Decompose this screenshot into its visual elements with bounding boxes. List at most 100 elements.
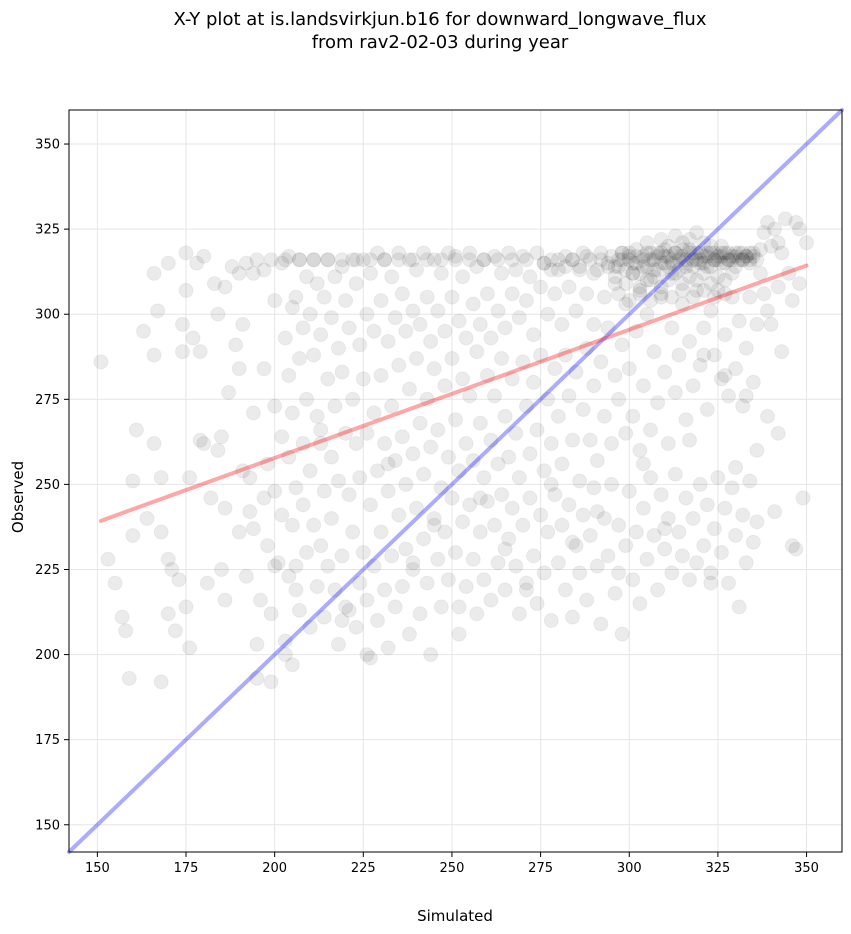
data-point — [412, 415, 428, 431]
data-point — [479, 493, 495, 509]
data-point — [167, 623, 183, 639]
data-point — [416, 531, 432, 547]
data-point — [515, 354, 531, 370]
x-tick-label: 225 — [351, 861, 376, 876]
data-point — [348, 436, 364, 452]
data-point — [405, 446, 421, 462]
data-point — [710, 470, 726, 486]
y-tick-label: 300 — [35, 308, 60, 323]
data-point — [536, 463, 552, 479]
data-point — [362, 252, 378, 268]
data-point — [440, 245, 456, 261]
data-point — [185, 330, 201, 346]
data-point — [334, 613, 350, 629]
data-point — [189, 255, 205, 271]
data-point — [717, 367, 733, 383]
data-point — [469, 259, 485, 275]
data-point — [572, 262, 588, 278]
data-point — [582, 432, 598, 448]
data-point — [674, 248, 690, 264]
data-point — [692, 255, 708, 271]
data-point — [316, 609, 332, 625]
data-point — [284, 517, 300, 533]
data-point — [472, 316, 488, 332]
data-point — [472, 524, 488, 540]
data-point — [490, 252, 506, 268]
data-point — [611, 565, 627, 581]
data-point — [607, 367, 623, 383]
data-point — [196, 248, 212, 264]
data-point — [462, 252, 478, 268]
data-point — [256, 490, 272, 506]
data-point — [657, 364, 673, 380]
data-point — [660, 259, 676, 275]
data-point — [646, 262, 662, 278]
data-point — [742, 473, 758, 489]
data-point — [731, 252, 747, 268]
data-point — [589, 558, 605, 574]
data-point — [738, 248, 754, 264]
data-point — [678, 259, 694, 275]
data-point — [713, 544, 729, 560]
data-point — [408, 350, 424, 366]
data-point — [781, 265, 797, 281]
data-point — [621, 361, 637, 377]
data-point — [146, 347, 162, 363]
data-point — [664, 320, 680, 336]
data-point — [685, 510, 701, 526]
data-point — [128, 422, 144, 438]
data-point — [703, 245, 719, 261]
data-point — [685, 252, 701, 268]
data-point — [795, 490, 811, 506]
data-point — [643, 252, 659, 268]
data-point — [579, 592, 595, 608]
data-point — [628, 255, 644, 271]
data-point — [706, 245, 722, 261]
axis-ticks: 150 175 200 225 250 275 300 325 350 150 175 200 225 2… — [35, 138, 819, 876]
data-point — [281, 248, 297, 264]
data-point — [703, 276, 719, 292]
data-point — [540, 391, 556, 407]
data-point — [689, 555, 705, 571]
data-point — [784, 293, 800, 309]
data-point — [160, 255, 176, 271]
data-point — [217, 279, 233, 295]
data-point — [713, 245, 729, 261]
data-point — [706, 289, 722, 305]
data-point — [245, 405, 261, 421]
data-point — [139, 510, 155, 526]
data-point — [394, 286, 410, 302]
data-point — [387, 310, 403, 326]
data-point — [451, 313, 467, 329]
x-tick-label: 325 — [705, 861, 730, 876]
fit-lines — [67, 108, 844, 854]
data-point — [710, 282, 726, 298]
data-point — [713, 255, 729, 271]
data-point — [309, 276, 325, 292]
data-point — [582, 252, 598, 268]
data-point — [330, 636, 346, 652]
data-point — [561, 497, 577, 513]
data-point — [341, 320, 357, 336]
data-point — [309, 579, 325, 595]
data-point — [174, 316, 190, 332]
data-point — [433, 599, 449, 615]
data-point — [263, 252, 279, 268]
data-point — [263, 606, 279, 622]
data-point — [791, 221, 807, 237]
data-point — [288, 289, 304, 305]
data-point — [391, 245, 407, 261]
data-point — [352, 575, 368, 591]
data-point — [416, 466, 432, 482]
data-point — [724, 248, 740, 264]
y-tick-label: 150 — [35, 818, 60, 833]
data-point — [664, 265, 680, 281]
data-point — [618, 296, 634, 312]
data-point — [345, 524, 361, 540]
data-point — [284, 299, 300, 315]
data-point — [430, 303, 446, 319]
data-point — [401, 626, 417, 642]
data-point — [710, 269, 726, 285]
data-point — [731, 599, 747, 615]
